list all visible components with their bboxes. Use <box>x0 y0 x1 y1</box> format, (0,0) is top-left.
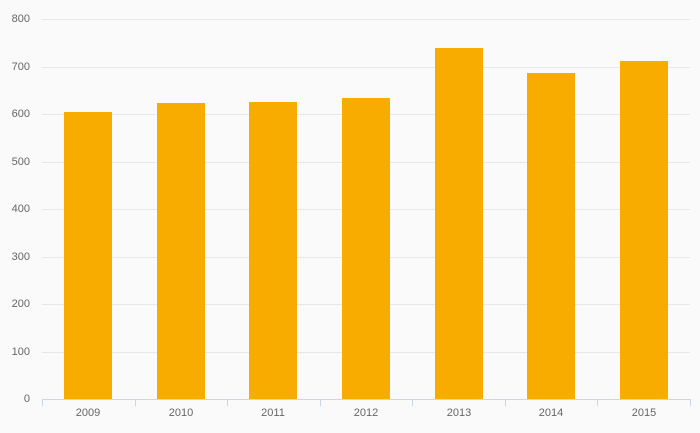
y-axis-label: 300 <box>11 251 30 263</box>
bar-2009[interactable] <box>64 112 112 399</box>
y-axis-label: 100 <box>11 346 30 358</box>
x-axis-tick <box>135 400 136 406</box>
x-axis-tick <box>597 400 598 406</box>
y-axis-label: 400 <box>11 203 30 215</box>
x-axis-tick <box>412 400 413 406</box>
x-axis-tick <box>505 400 506 406</box>
bar-2015[interactable] <box>620 61 668 399</box>
x-axis-tick <box>320 400 321 406</box>
y-axis-label: 800 <box>11 13 30 25</box>
x-axis-label: 2015 <box>631 407 657 419</box>
y-axis-label: 200 <box>11 298 30 310</box>
x-axis-label: 2012 <box>353 407 379 419</box>
y-axis-label: 700 <box>11 61 30 73</box>
x-axis-label: 2011 <box>261 407 285 419</box>
bar-2011[interactable] <box>249 102 297 399</box>
x-axis-tick <box>690 400 691 406</box>
y-axis-label: 600 <box>11 108 30 120</box>
gridline-800 <box>42 19 690 20</box>
gridline-700 <box>42 67 690 68</box>
y-axis-label: 0 <box>23 393 30 405</box>
bar-2014[interactable] <box>527 73 575 399</box>
x-axis-label: 2009 <box>75 407 101 419</box>
x-axis-label: 2010 <box>168 407 194 419</box>
x-axis-tick <box>42 400 43 406</box>
x-axis-line <box>42 399 691 400</box>
y-axis-label: 500 <box>11 156 30 168</box>
x-axis-label: 2014 <box>538 407 564 419</box>
bar-2010[interactable] <box>157 103 205 399</box>
x-axis-tick <box>227 400 228 406</box>
bar-2013[interactable] <box>435 48 483 399</box>
bar-2012[interactable] <box>342 98 390 399</box>
x-axis-label: 2013 <box>446 407 472 419</box>
